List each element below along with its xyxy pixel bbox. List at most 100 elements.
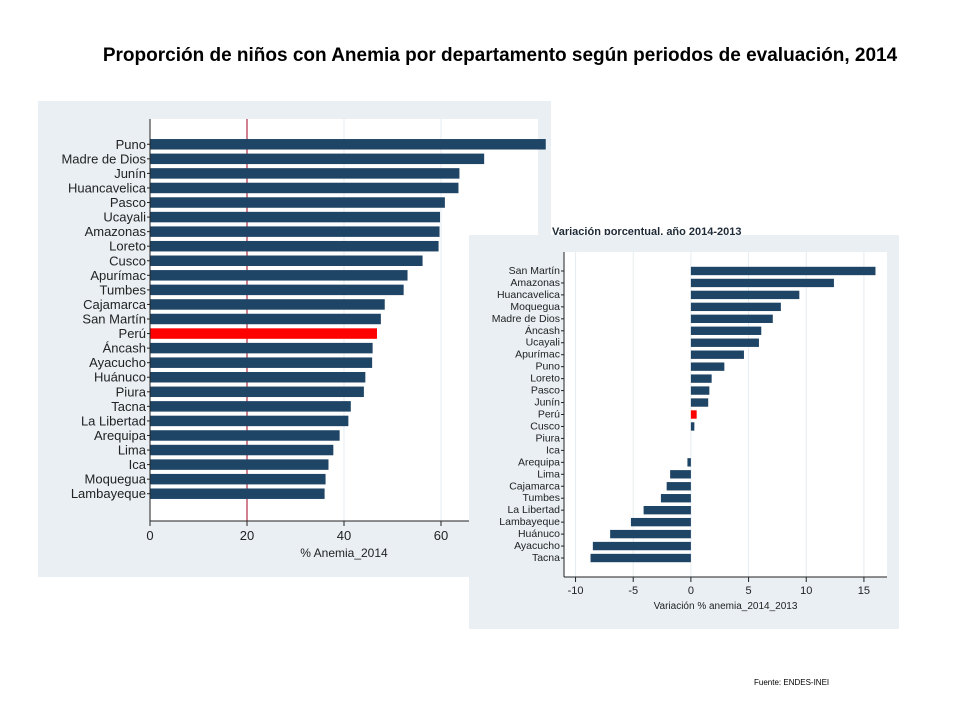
category-label: Cusco: [109, 253, 146, 268]
category-label: La Libertad: [81, 413, 146, 428]
bar-san-martín: [150, 313, 381, 325]
category-label: Moquegua: [510, 301, 560, 313]
x-tick-label: 0: [688, 585, 694, 597]
bar-lima: [670, 470, 691, 479]
bar-lambayeque: [630, 517, 691, 527]
category-label: Pasco: [531, 385, 560, 397]
bar-tumbes: [150, 284, 404, 296]
category-label: Lima: [118, 443, 147, 458]
x-tick-label: -5: [628, 585, 638, 597]
bar-loreto: [690, 374, 712, 383]
category-label: Ica: [546, 444, 560, 456]
category-label: Áncash: [525, 324, 560, 337]
bar-tacna: [590, 553, 691, 563]
bar-áncash: [690, 326, 762, 335]
category-label: Apurímac: [90, 268, 146, 283]
bar-lima: [150, 444, 334, 456]
category-label: San Martín: [82, 312, 146, 327]
x-tick-label: 0: [146, 528, 153, 543]
category-label: Cusco: [530, 420, 560, 432]
category-label: Cajamarca: [83, 297, 147, 312]
category-label: Pasco: [110, 195, 146, 210]
category-label: Ucayali: [526, 337, 560, 349]
category-label: Tumbes: [100, 282, 147, 297]
variation-chart-title: Variación porcentual, año 2014-2013: [552, 226, 742, 235]
bar-huancavelica: [690, 290, 800, 300]
bar-piura: [150, 386, 364, 398]
bar-amazonas: [150, 226, 440, 237]
category-label: Piura: [535, 432, 560, 444]
category-label: Perú: [538, 409, 560, 421]
category-label: Amazonas: [85, 224, 147, 239]
bar-cusco: [150, 255, 423, 267]
category-label: Tacna: [111, 399, 146, 414]
bar-ayacucho: [150, 357, 373, 368]
category-label: Piura: [116, 384, 147, 399]
plot-area: [564, 252, 887, 577]
category-label: Tumbes: [522, 492, 560, 504]
bar-huánuco: [610, 529, 691, 539]
bar-puno: [690, 362, 725, 371]
category-label: Madre de Dios: [492, 313, 560, 325]
bar-pasco: [150, 197, 445, 208]
chart-panel-variacion: San Martín Amazonas Huancavelica Moquegua Ma…: [469, 235, 899, 629]
category-label: Puno: [116, 137, 146, 152]
bar-madre-de-dios: [150, 153, 485, 165]
bar-áncash: [150, 342, 373, 354]
category-label: Arequipa: [518, 456, 560, 468]
x-tick-label: 10: [800, 585, 812, 597]
chart-title: Proporción de niños con Anemia por depar…: [102, 45, 898, 66]
source-note: Fuente: ENDES-INEI: [754, 678, 830, 687]
category-label: Ayacucho: [89, 355, 146, 370]
bar-junín: [150, 168, 460, 179]
bar-san-martín: [690, 266, 876, 276]
bar-loreto: [150, 240, 439, 252]
bar-moquegua: [690, 302, 781, 312]
bar-arequipa: [687, 458, 691, 467]
category-label: Amazonas: [510, 277, 560, 289]
bar-moquegua: [150, 473, 326, 485]
bar-ucayali: [690, 338, 759, 347]
bar-tumbes: [660, 494, 691, 503]
category-label: Tacna: [532, 552, 560, 564]
bar-arequipa: [150, 430, 340, 441]
bar-tacna: [150, 401, 351, 412]
bar-amazonas: [690, 278, 834, 288]
category-label: Arequipa: [94, 428, 147, 443]
bar-apurímac: [150, 270, 408, 281]
bar-ica: [150, 459, 329, 470]
x-tick-label: 60: [434, 528, 448, 543]
x-axis-title: % Anemia_2014: [300, 546, 388, 560]
bar-madre-de-dios: [690, 314, 773, 324]
category-label: Apurímac: [515, 349, 560, 361]
category-label: Loreto: [530, 373, 560, 385]
category-label: Ucayali: [103, 210, 146, 225]
bar-perú: [150, 328, 377, 339]
category-label: Junín: [534, 397, 560, 409]
category-label: San Martín: [509, 265, 561, 277]
category-label: Loreto: [109, 239, 146, 254]
x-axis-title: Variación % anemia_2014_2013: [654, 601, 798, 612]
bar-lambayeque: [150, 488, 325, 499]
bar-huánuco: [150, 371, 366, 383]
category-label: Cajamarca: [509, 480, 560, 492]
x-tick-label: 40: [337, 528, 351, 543]
category-label: Huancavelica: [68, 180, 147, 195]
category-label: Huánuco: [518, 528, 560, 540]
bar-cusco: [690, 422, 695, 431]
category-label: Áncash: [103, 341, 146, 356]
category-label: Puno: [535, 361, 560, 373]
category-label: Huánuco: [94, 370, 146, 385]
bar-la-libertad: [643, 505, 691, 515]
category-label: Junín: [114, 166, 146, 181]
bar-chart-variacion: San MartínAmazonasHuancavelicaMoqueguaMa…: [492, 252, 887, 612]
category-label: Madre de Dios: [61, 151, 146, 166]
bar-ucayali: [150, 211, 441, 223]
category-label: Ica: [129, 457, 147, 472]
bar-pasco: [690, 386, 710, 395]
bar-cajamarca: [666, 482, 691, 491]
category-label: Moquegua: [85, 472, 147, 487]
bar-perú: [690, 410, 697, 419]
category-label: Ayacucho: [514, 540, 560, 552]
x-tick-label: 5: [746, 585, 752, 597]
